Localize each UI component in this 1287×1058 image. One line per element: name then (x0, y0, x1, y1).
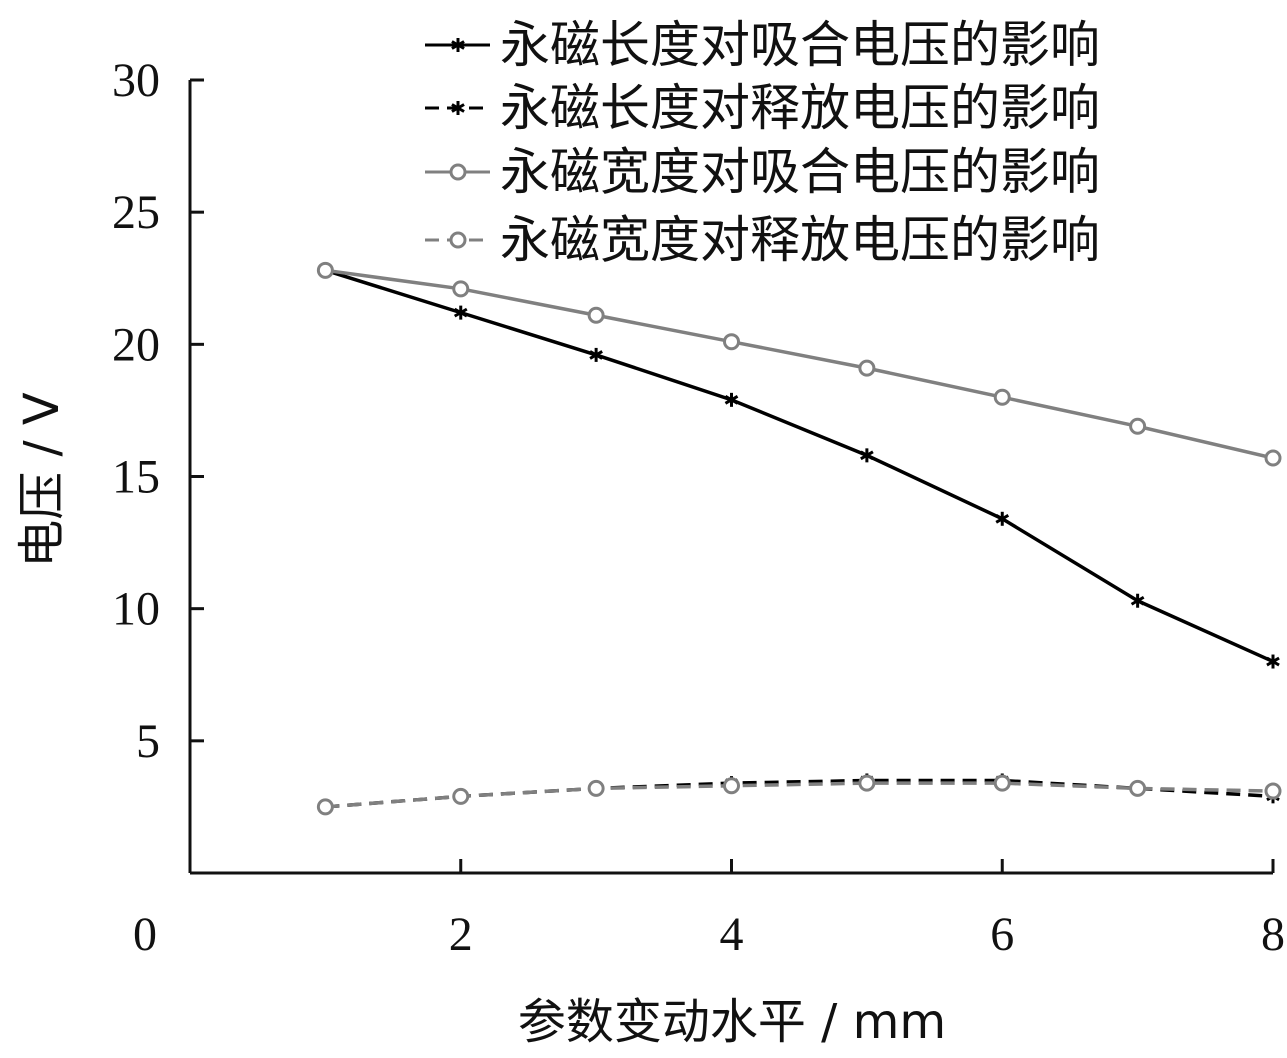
series-4-point-4 (723, 777, 740, 795)
series-3-point-5 (858, 359, 876, 377)
legend-item-3: 永磁宽度对吸合电压的影响 (425, 143, 1100, 201)
x-tick-label-3: 6 (990, 908, 1014, 961)
legend-label-4: 永磁宽度对释放电压的影响 (500, 211, 1100, 269)
series-1-point-6 (995, 511, 1010, 526)
series-1-point-3 (589, 347, 603, 362)
y-tick-label-3: 20 (112, 318, 160, 371)
series-1-point-4 (724, 392, 739, 407)
series-3 (316, 261, 1282, 467)
series-1-point-8 (1266, 654, 1280, 669)
series-3-line (325, 268, 1274, 460)
series-4-point-5 (858, 774, 876, 792)
legend-marker-2 (451, 101, 465, 115)
series-4-point-1 (316, 798, 334, 816)
x-tick-label-4: 8 (1261, 908, 1285, 961)
series-3-point-4 (723, 333, 740, 351)
series-4-point-3 (587, 779, 605, 797)
axes: 5 10 15 20 25 30 2 4 6 8 (112, 54, 1285, 961)
legend-label-3: 永磁宽度对吸合电压的影响 (500, 143, 1100, 201)
legend-item-4: 永磁宽度对释放电压的影响 (425, 211, 1100, 269)
origin-tick-label: 0 (133, 908, 157, 961)
series-3-point-3 (587, 306, 605, 324)
y-axis-ticks: 5 10 15 20 25 30 (112, 54, 204, 768)
series-1-point-2 (453, 305, 468, 320)
series-3-point-2 (452, 280, 470, 298)
series-1-line (324, 268, 1274, 664)
series-3-point-1 (316, 261, 334, 279)
y-tick-label-5: 30 (112, 54, 160, 107)
x-tick-label-1: 2 (449, 908, 473, 961)
legend-label-2: 永磁长度对释放电压的影响 (500, 79, 1100, 137)
x-tick-label-2: 4 (720, 908, 744, 961)
legend-item-2: 永磁长度对释放电压的影响 (425, 79, 1100, 137)
series-3-point-8 (1264, 449, 1282, 467)
series-1-point-5 (860, 448, 874, 463)
y-axis-label: 电压 / V (14, 392, 70, 568)
series-4 (316, 774, 1282, 816)
y-tick-label-0: 5 (136, 715, 160, 768)
series-4-point-7 (1129, 779, 1147, 797)
series-4-point-2 (452, 787, 470, 805)
x-axis-ticks: 2 4 6 8 (449, 859, 1285, 961)
legend: 永磁长度对吸合电压的影响 永磁长度对释放电压的影响 永磁宽度对吸合电压的影响 永… (425, 16, 1100, 269)
legend-label-1: 永磁长度对吸合电压的影响 (500, 16, 1100, 74)
legend-item-1: 永磁长度对吸合电压的影响 (425, 16, 1100, 74)
series-1 (318, 263, 1280, 669)
series-3-point-6 (993, 388, 1011, 406)
series-4-point-8 (1264, 782, 1282, 800)
series-1-point-7 (1130, 593, 1145, 608)
series-3-point-7 (1129, 417, 1147, 435)
x-axis-label: 参数变动水平 / mm (518, 994, 946, 1050)
y-tick-label-4: 25 (112, 186, 160, 239)
legend-marker-1 (451, 38, 465, 52)
series-4-line (325, 781, 1274, 809)
series-layer (316, 261, 1282, 816)
series-4-point-6 (993, 774, 1011, 792)
legend-marker-4 (449, 231, 467, 249)
y-tick-label-1: 10 (112, 583, 160, 636)
legend-marker-3 (449, 163, 467, 181)
y-tick-label-2: 15 (112, 451, 160, 504)
